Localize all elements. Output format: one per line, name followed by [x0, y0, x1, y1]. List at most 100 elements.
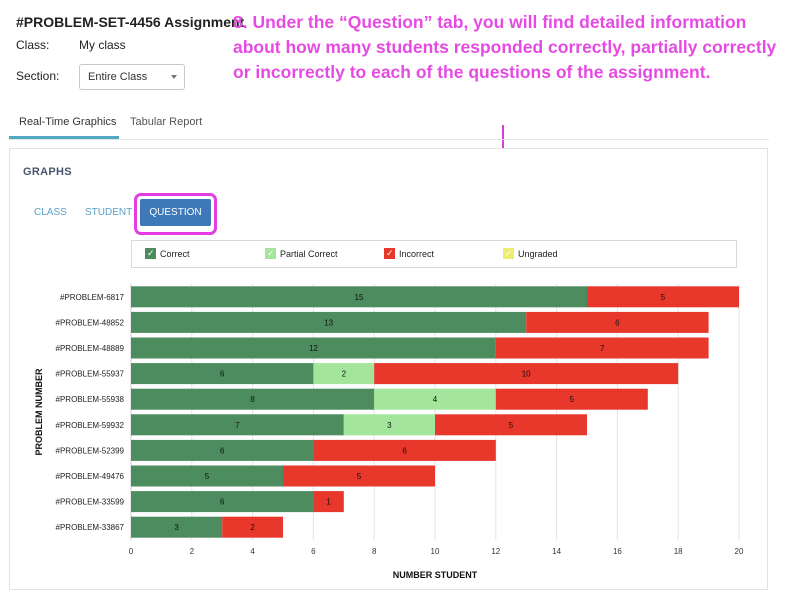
legend-swatch-incorrect: ✓	[384, 248, 395, 259]
data-label: 8	[250, 395, 255, 404]
bar-segment	[131, 286, 587, 308]
data-label: 6	[220, 446, 225, 455]
class-value: My class	[79, 38, 126, 52]
y-tick-label: #PROBLEM-55937	[56, 370, 125, 379]
data-label: 2	[342, 370, 347, 379]
bar-segment	[131, 388, 375, 410]
data-label: 6	[220, 498, 225, 507]
x-tick-label: 14	[552, 547, 561, 556]
data-label: 7	[600, 344, 605, 353]
legend-label-correct: Correct	[160, 249, 190, 259]
subtab-question[interactable]: QUESTION	[140, 199, 211, 226]
y-tick-label: #PROBLEM-48889	[56, 344, 125, 353]
tab-real-time-graphics[interactable]: Real-Time Graphics	[19, 116, 117, 128]
bar-segment	[374, 388, 496, 410]
data-label: 5	[509, 421, 514, 430]
x-tick-label: 20	[735, 547, 744, 556]
question-tab-highlight	[134, 193, 217, 235]
data-label: 1	[326, 498, 331, 507]
y-tick-label: #PROBLEM-33867	[56, 523, 125, 532]
legend-label-partial: Partial Correct	[280, 249, 338, 259]
legend-swatch-partial: ✓	[265, 248, 276, 259]
bar-segment	[131, 311, 527, 333]
bar-segment	[131, 516, 223, 538]
bar-segment	[587, 286, 739, 308]
legend-swatch-ungraded: ✓	[503, 248, 514, 259]
bar-segment	[131, 439, 314, 461]
data-label: 3	[387, 421, 392, 430]
x-tick-label: 8	[372, 547, 377, 556]
data-label: 6	[615, 318, 620, 327]
data-label: 6	[402, 446, 407, 455]
x-tick-label: 4	[250, 547, 255, 556]
bar-segment	[526, 311, 709, 333]
section-label: Section:	[16, 69, 60, 83]
data-label: 12	[309, 344, 318, 353]
check-icon: ✓	[386, 248, 394, 258]
y-tick-label: #PROBLEM-6817	[60, 293, 125, 302]
subtab-student[interactable]: STUDENT	[85, 207, 133, 218]
data-label: 10	[522, 370, 531, 379]
subtab-class[interactable]: CLASS	[34, 207, 67, 218]
tabs-divider	[9, 139, 769, 140]
bar-segment	[222, 516, 283, 538]
data-label: 2	[250, 523, 255, 532]
x-tick-label: 18	[674, 547, 683, 556]
x-tick-label: 6	[311, 547, 316, 556]
instruction-annotation: 8. Under the “Question” tab, you will fi…	[233, 12, 777, 82]
bar-segment	[131, 491, 314, 513]
bar-segment	[313, 363, 375, 385]
chevron-down-icon	[171, 75, 177, 79]
x-tick-label: 16	[613, 547, 622, 556]
x-tick-label: 12	[491, 547, 500, 556]
y-tick-label: #PROBLEM-49476	[56, 472, 125, 481]
data-label: 5	[661, 293, 666, 302]
y-tick-label: #PROBLEM-55938	[56, 395, 125, 404]
check-icon: ✓	[505, 248, 513, 258]
bar-segment	[131, 363, 314, 385]
data-label: 5	[357, 472, 362, 481]
active-tab-indicator	[9, 136, 119, 139]
data-label: 6	[220, 370, 225, 379]
bar-segment	[131, 337, 496, 359]
chart-legend: ✓ Correct ✓ Partial Correct ✓ Incorrect …	[131, 240, 737, 268]
bar-segment	[343, 414, 435, 436]
section-select-value: Entire Class	[88, 71, 148, 83]
legend-swatch-correct: ✓	[145, 248, 156, 259]
data-label: 5	[570, 395, 575, 404]
check-icon: ✓	[267, 248, 275, 258]
data-label: 13	[324, 318, 333, 327]
legend-label-incorrect: Incorrect	[399, 249, 435, 259]
y-tick-label: #PROBLEM-33599	[56, 498, 125, 507]
class-label: Class:	[16, 38, 50, 52]
assignment-title: #PROBLEM-SET-4456 Assignment	[16, 14, 245, 30]
x-tick-label: 2	[190, 547, 195, 556]
data-label: 5	[205, 472, 210, 481]
section-select[interactable]: Entire Class	[79, 64, 185, 90]
tab-tabular-report[interactable]: Tabular Report	[130, 116, 203, 128]
x-tick-label: 0	[129, 547, 134, 556]
bar-segment	[495, 388, 648, 410]
y-tick-label: #PROBLEM-52399	[56, 446, 125, 455]
bar-segment	[495, 337, 709, 359]
check-icon: ✓	[147, 248, 155, 258]
y-tick-label: #PROBLEM-59932	[56, 421, 125, 430]
bar-segment	[374, 363, 679, 385]
data-label: 7	[235, 421, 240, 430]
data-label: 4	[433, 395, 438, 404]
legend-label-ungraded: Ungraded	[518, 249, 558, 259]
bar-segment	[131, 465, 283, 487]
data-label: 3	[174, 523, 179, 532]
x-tick-label: 10	[431, 547, 440, 556]
bar-segment	[435, 414, 587, 436]
bar-segment	[313, 491, 344, 513]
bar-segment	[283, 465, 435, 487]
data-label: 15	[355, 293, 364, 302]
x-axis-label: NUMBER STUDENT	[393, 570, 478, 580]
y-tick-label: #PROBLEM-48852	[56, 318, 125, 327]
bar-segment	[313, 439, 496, 461]
graphs-heading: GRAPHS	[23, 166, 72, 178]
bar-segment	[131, 414, 344, 436]
y-axis-label: PROBLEM NUMBER	[34, 368, 44, 455]
